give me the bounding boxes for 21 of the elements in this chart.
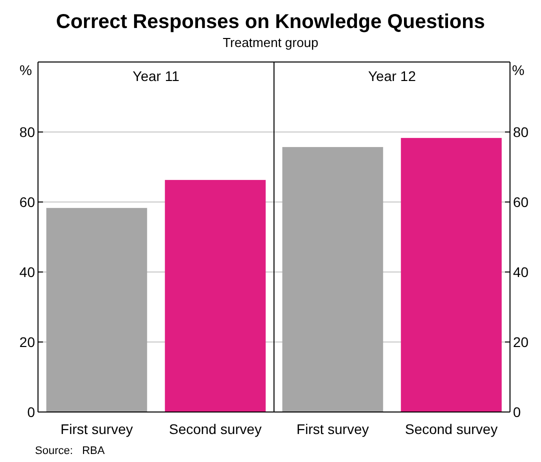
y-tick-label: 20 — [513, 334, 529, 350]
chart-title: Correct Responses on Knowledge Questions — [56, 11, 485, 33]
y-axis-title: % — [20, 62, 32, 78]
y-tick-label: 80 — [19, 124, 36, 140]
annotation: Year 12 — [368, 68, 416, 84]
x-tick-label: Second survey — [168, 421, 262, 437]
y-tick-label: 0 — [27, 404, 36, 420]
chart-subtitle: Treatment group — [222, 35, 318, 50]
y-tick-label: 40 — [513, 264, 529, 280]
y-tick-label: 40 — [19, 264, 36, 280]
x-tick-label: First survey — [60, 421, 133, 437]
y-tick-label: 80 — [513, 124, 529, 140]
y-axis-title: % — [512, 62, 524, 78]
y-tick-label: 60 — [513, 194, 529, 210]
y-tick-label: 60 — [19, 194, 36, 210]
source-note: Source: RBA — [35, 445, 106, 457]
y-tick-label: 0 — [513, 404, 521, 420]
y-tick-label: 20 — [19, 334, 36, 350]
annotation: Year 11 — [132, 68, 180, 84]
x-tick-label: First survey — [296, 421, 369, 437]
x-tick-label: Second survey — [404, 421, 498, 437]
